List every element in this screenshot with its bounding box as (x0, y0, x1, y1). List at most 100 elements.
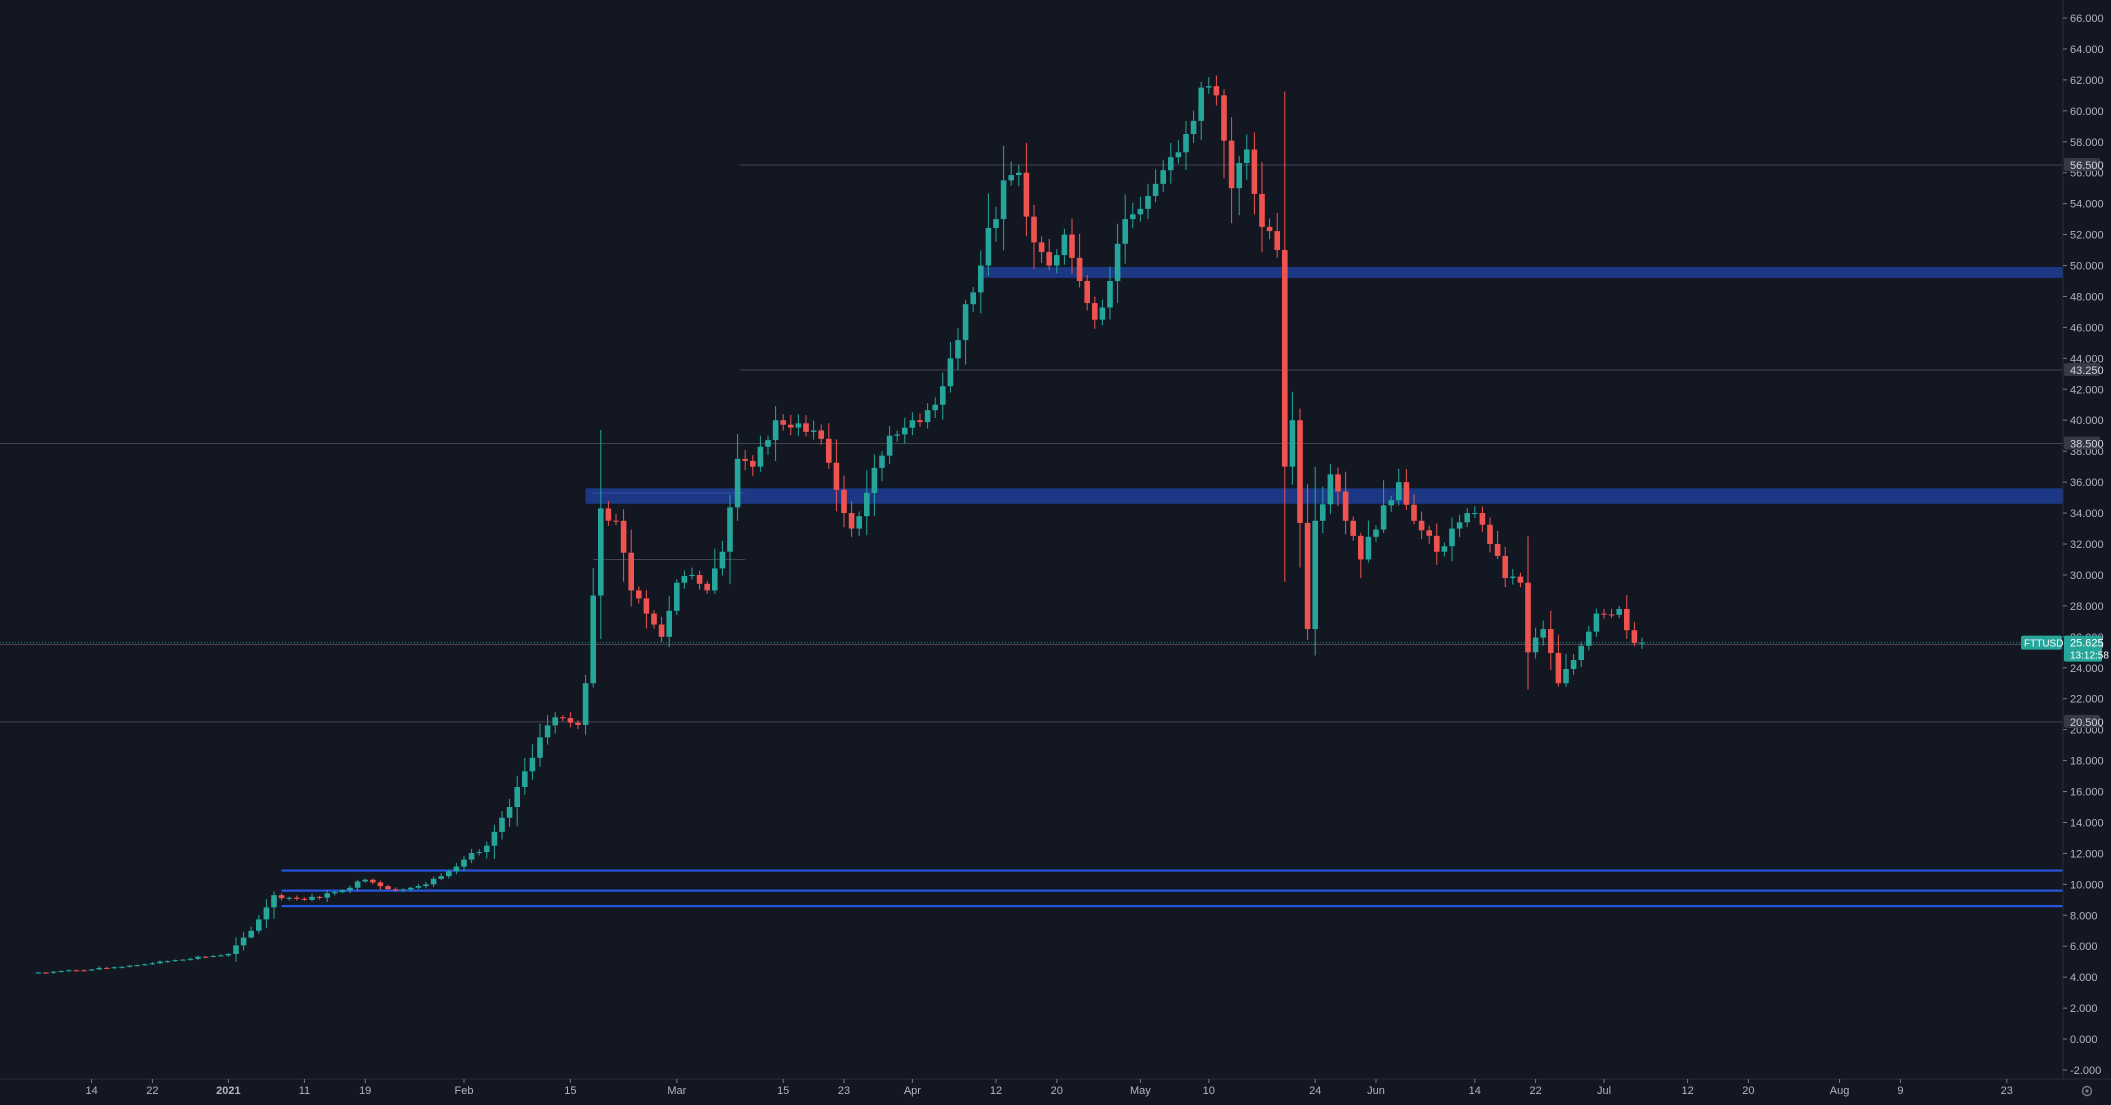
x-tick-label: 19 (359, 1085, 371, 1097)
candle-body (1517, 576, 1524, 583)
candle-body (529, 757, 536, 772)
y-tick-label: 48.000 (2070, 291, 2104, 303)
support-resistance-zones (281, 267, 2064, 908)
candle-body (506, 807, 513, 818)
candle-body (1168, 157, 1174, 171)
candle-body (362, 879, 368, 882)
candle-body (719, 551, 726, 569)
candle-body (202, 956, 209, 958)
candle-body (734, 458, 741, 508)
candle-body (1206, 86, 1212, 88)
candle-body (1092, 303, 1098, 320)
x-tick-label: Mar (667, 1085, 686, 1097)
x-tick-label: Feb (455, 1085, 474, 1097)
candle-body (180, 959, 186, 961)
candle-body (1198, 87, 1204, 121)
candle-body (1570, 660, 1577, 669)
candle-body (605, 508, 612, 521)
candle-body (271, 895, 277, 908)
candle-body (58, 971, 64, 973)
candle-body (1616, 608, 1622, 615)
candle-body (909, 420, 916, 428)
candle-body (385, 886, 391, 890)
candle-body (826, 438, 832, 463)
candle-body (1008, 175, 1014, 181)
candle-body (1274, 231, 1280, 251)
x-tick-label: 14 (85, 1085, 97, 1097)
zone-rect (585, 488, 2063, 504)
candle-body (1145, 195, 1151, 209)
candle-body (575, 722, 581, 726)
x-tick-label: 23 (838, 1085, 850, 1097)
candle-body (522, 771, 528, 788)
candle-body (354, 881, 361, 888)
x-tick-label: 24 (1309, 1085, 1321, 1097)
candle-body (377, 882, 384, 887)
candle-body (1434, 535, 1440, 552)
x-tick-label: 9 (1897, 1085, 1903, 1097)
candle-body (1479, 513, 1486, 525)
candle-body (370, 879, 376, 883)
candle-body (1540, 629, 1546, 638)
candle-body (1221, 95, 1227, 141)
candle-body (1107, 281, 1113, 308)
candle-body (240, 937, 247, 946)
candle-body (567, 718, 574, 723)
candle-body (1494, 544, 1501, 556)
candle-body (309, 896, 315, 900)
candle-body (248, 930, 254, 938)
candle-body (712, 568, 718, 591)
price-label-box (2064, 436, 2100, 450)
last-price-label: 25.625 (2070, 638, 2104, 650)
candle-body (537, 737, 543, 758)
candle-body (218, 955, 224, 957)
candle-body (1099, 307, 1106, 320)
candle-body (1418, 520, 1425, 531)
candle-body (514, 787, 520, 807)
candle-body (917, 420, 923, 423)
candle-body (582, 683, 589, 726)
candle-body (1472, 513, 1478, 515)
candle-body (187, 958, 194, 960)
candle-body (1054, 255, 1060, 266)
candle-body (1608, 614, 1615, 616)
zone-rect (980, 267, 2063, 278)
y-tick-label: 64.000 (2070, 44, 2104, 56)
candle-body (172, 960, 178, 962)
candle-body (1456, 522, 1463, 529)
candle-body (1061, 234, 1068, 256)
y-tick-label: 30.000 (2070, 570, 2104, 582)
candle-body (1624, 608, 1630, 631)
time-axis[interactable]: 14 22 2021 11 19 Feb 15 Mar 15 23 Apr 12 20 May 10 24 Ju… (85, 1079, 2013, 1097)
y-tick-label: 28.000 (2070, 601, 2104, 613)
candle-body (157, 961, 163, 964)
candle-body (1525, 582, 1531, 653)
price-label-box (2064, 714, 2100, 728)
candle-body (643, 598, 650, 614)
candle-body (810, 430, 817, 432)
y-tick-label: 52.000 (2070, 230, 2104, 242)
candle-body (43, 972, 49, 974)
candle-body (552, 717, 558, 726)
x-tick-label: 20 (1742, 1085, 1754, 1097)
x-tick-label: 12 (990, 1085, 1002, 1097)
candle-body (1244, 149, 1250, 164)
candle-body (134, 965, 140, 967)
candle-body (415, 886, 422, 888)
candle-body (468, 853, 475, 860)
candle-body (772, 420, 779, 441)
candle-body (35, 972, 42, 974)
y-tick-label: 8.000 (2070, 910, 2098, 922)
zone-line (281, 869, 2064, 872)
x-tick-label: 22 (146, 1085, 158, 1097)
chart-settings-icon[interactable] (2081, 1085, 2093, 1097)
candle-body (947, 358, 954, 387)
candle-body (1578, 645, 1584, 661)
candle-body (1038, 242, 1045, 253)
x-tick-label: 2021 (216, 1085, 240, 1097)
candle-body (286, 897, 292, 899)
candle-body (978, 265, 984, 293)
candle-body (1000, 180, 1007, 220)
